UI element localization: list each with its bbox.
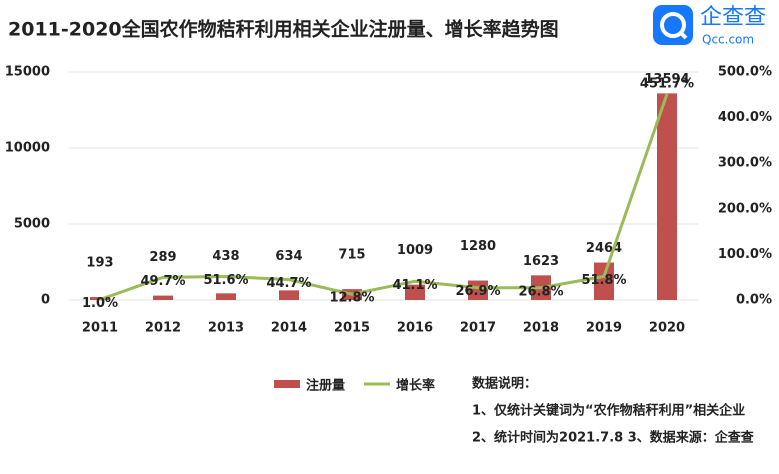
line-value-label: 49.7% (140, 274, 185, 289)
x-tick-label: 2020 (649, 321, 685, 336)
bar-value-label: 289 (149, 250, 176, 265)
bar (216, 293, 236, 300)
legend-label: 注册量 (306, 378, 345, 394)
logo-domain: Qcc.com (702, 33, 754, 47)
notes-line: 2、统计时间为2021.7.8 3、数据来源：企查查 (472, 430, 755, 446)
x-tick-label: 2014 (271, 321, 307, 336)
chart-title: 2011-2020全国农作物秸秆利用相关企业注册量、增长率趋势图 (8, 18, 559, 41)
y-tick-label: 15000 (5, 65, 50, 80)
x-tick-label: 2018 (523, 321, 559, 336)
line-value-label: 41.1% (392, 278, 437, 293)
line-value-label: 451.7% (640, 77, 694, 92)
x-tick-label: 2019 (586, 321, 622, 336)
bar-value-label: 634 (275, 249, 302, 264)
line-value-label: 1.0% (82, 296, 118, 311)
x-tick-label: 2015 (334, 321, 370, 336)
bar-value-label: 13594 (644, 72, 689, 87)
bar (405, 284, 425, 300)
line-value-label: 26.9% (455, 284, 500, 299)
line-value-label: 51.8% (581, 273, 626, 288)
y-tick-label: 0 (41, 293, 50, 308)
line-value-label: 26.8% (518, 284, 563, 299)
y2-tick-label: 500.0% (718, 65, 772, 80)
bar (594, 262, 614, 300)
bar (657, 93, 677, 300)
x-tick-label: 2017 (460, 321, 496, 336)
y2-tick-label: 300.0% (718, 156, 772, 171)
logo-icon (653, 5, 693, 45)
logo-icon-mark (660, 12, 686, 38)
bar-value-label: 1623 (523, 254, 559, 269)
notes-heading: 数据说明： (472, 376, 537, 392)
bar-value-label: 1009 (397, 243, 433, 258)
legend-label: 增长率 (396, 378, 435, 394)
y2-tick-label: 0.0% (736, 293, 772, 308)
logo-name: 企查查 (700, 5, 766, 30)
legend-swatch (274, 380, 300, 388)
logo-icon-mark (678, 30, 688, 40)
bar-value-label: 438 (212, 249, 239, 264)
bar (468, 280, 488, 300)
x-tick-label: 2011 (82, 321, 118, 336)
bar (153, 295, 173, 300)
y2-tick-label: 400.0% (718, 110, 772, 125)
bar-value-label: 193 (86, 256, 113, 271)
bar-value-label: 1280 (460, 239, 496, 254)
line-value-label: 44.7% (266, 276, 311, 291)
y-tick-label: 5000 (14, 217, 50, 232)
x-tick-label: 2013 (208, 321, 244, 336)
y2-tick-label: 200.0% (718, 201, 772, 216)
line-value-label: 51.6% (203, 273, 248, 288)
bar-value-label: 715 (338, 248, 365, 263)
notes: 数据说明： 1、仅统计关键词为“农作物秸秆利用”相关企业 2、统计时间为2021… (472, 376, 755, 446)
notes-line: 1、仅统计关键词为“农作物秸秆利用”相关企业 (472, 403, 745, 419)
logo: 企查查 Qcc.com (648, 0, 779, 50)
bar (279, 290, 299, 300)
y-tick-label: 10000 (5, 141, 50, 156)
x-tick-label: 2012 (145, 321, 181, 336)
line-value-label: 12.8% (329, 291, 374, 306)
line (99, 93, 669, 301)
y2-tick-label: 100.0% (718, 247, 772, 262)
x-tick-label: 2016 (397, 321, 433, 336)
